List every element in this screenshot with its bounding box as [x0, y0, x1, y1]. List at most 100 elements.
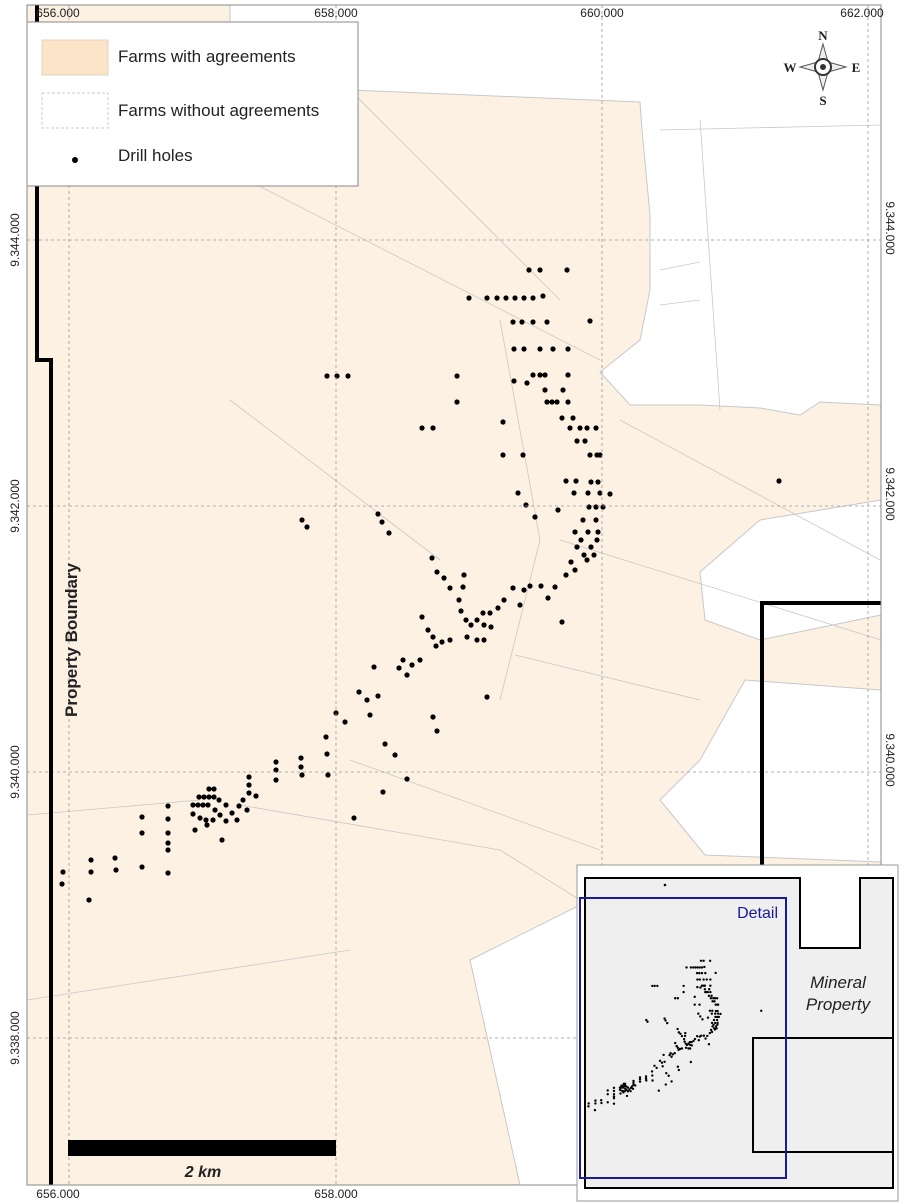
- drill-hole: [538, 583, 544, 589]
- drill-hole: [217, 812, 223, 818]
- drill-hole: [527, 583, 533, 589]
- drill-hole: [625, 1088, 628, 1092]
- drill-hole: [693, 1003, 696, 1006]
- drill-hole: [692, 1039, 695, 1043]
- drill-hole: [584, 425, 590, 431]
- drill-hole: [606, 1093, 609, 1096]
- compass-label: N: [818, 28, 828, 43]
- drill-hole: [578, 537, 584, 543]
- drill-hole: [666, 1021, 669, 1025]
- farm-without-agreement: [229, 5, 881, 416]
- drill-hole: [586, 504, 592, 510]
- drill-hole: [622, 1091, 625, 1094]
- drill-hole: [447, 637, 453, 643]
- drill-hole: [663, 1017, 666, 1020]
- drill-hole: [600, 1098, 603, 1102]
- drill-hole: [600, 504, 606, 510]
- drill-hole: [554, 399, 560, 405]
- drill-hole: [165, 816, 171, 822]
- drill-hole: [678, 1047, 682, 1051]
- drill-hole: [229, 810, 235, 816]
- drill-hole: [698, 1003, 701, 1006]
- drill-hole: [707, 994, 711, 998]
- drill-hole: [664, 1083, 667, 1086]
- drill-hole: [684, 1046, 688, 1049]
- drill-hole: [714, 1012, 717, 1015]
- drill-hole: [661, 1065, 664, 1068]
- drill-hole: [715, 1027, 718, 1030]
- drill-hole: [645, 1079, 648, 1082]
- drill-hole: [593, 517, 599, 523]
- drill-hole: [657, 1089, 661, 1092]
- drill-hole: [625, 1094, 629, 1098]
- drill-hole: [454, 399, 460, 405]
- drill-hole: [695, 1034, 699, 1038]
- x-tick-label: 658.000: [314, 6, 358, 20]
- drill-hole: [429, 555, 435, 561]
- drill-hole: [702, 959, 705, 963]
- drill-hole: [468, 622, 474, 628]
- drill-hole: [544, 399, 550, 405]
- drill-hole: [694, 966, 697, 969]
- drill-hole: [612, 1093, 616, 1096]
- drill-hole: [700, 966, 704, 969]
- drill-hole: [638, 1080, 642, 1083]
- drill-hole: [683, 1034, 687, 1038]
- drill-hole: [680, 1047, 684, 1050]
- mineral-property: [584, 877, 894, 1189]
- drill-hole: [563, 478, 569, 484]
- drill-hole: [464, 634, 470, 640]
- drill-hole: [629, 1086, 633, 1090]
- drill-hole: [677, 1031, 681, 1034]
- drill-hole: [713, 1000, 716, 1003]
- drill-hole: [581, 552, 587, 558]
- drill-hole: [510, 585, 516, 591]
- drill-hole: [345, 373, 351, 379]
- drill-hole: [711, 1000, 714, 1003]
- drill-hole: [606, 1089, 609, 1092]
- drill-hole: [600, 1101, 603, 1105]
- drill-hole: [404, 776, 410, 782]
- drill-hole: [342, 719, 348, 725]
- drill-hole: [706, 1034, 709, 1038]
- drill-hole: [298, 764, 304, 770]
- x-tick-label: 660.000: [580, 6, 624, 20]
- drill-hole: [760, 1009, 763, 1013]
- drill-hole: [588, 544, 594, 550]
- drill-hole: [430, 634, 436, 640]
- drill-hole: [246, 774, 252, 780]
- drill-hole: [669, 1052, 672, 1055]
- drill-hole: [695, 971, 699, 975]
- drill-hole: [474, 637, 480, 643]
- drill-hole: [298, 755, 304, 761]
- drill-hole: [711, 1009, 714, 1013]
- drill-hole: [612, 1086, 616, 1090]
- drill-hole: [588, 479, 594, 485]
- drill-hole: [574, 544, 580, 550]
- drill-hole: [698, 978, 701, 981]
- drill-hole: [623, 1082, 627, 1086]
- drill-hole: [165, 803, 171, 809]
- drill-hole: [212, 807, 218, 813]
- drill-hole: [712, 997, 715, 1000]
- drill-hole: [663, 1060, 666, 1063]
- drill-hole: [582, 438, 588, 444]
- drill-hole: [587, 1102, 590, 1105]
- drill-hole: [595, 479, 601, 485]
- drill-hole: [587, 452, 593, 458]
- drill-hole: [200, 802, 206, 808]
- drill-hole: [646, 1020, 649, 1023]
- boundary-label: Property Boundary: [62, 562, 81, 717]
- drill-hole: [570, 415, 576, 421]
- drill-hole: [710, 1030, 714, 1034]
- drill-hole: [545, 595, 551, 601]
- drill-hole: [382, 741, 388, 747]
- drill-hole: [667, 1074, 670, 1077]
- drill-hole: [664, 1019, 667, 1022]
- drill-hole: [675, 1044, 678, 1048]
- drill-hole: [434, 569, 440, 575]
- drill-hole: [690, 1040, 693, 1044]
- legend-swatch: [41, 39, 109, 76]
- drill-hole: [487, 610, 493, 616]
- drill-hole: [710, 1012, 714, 1015]
